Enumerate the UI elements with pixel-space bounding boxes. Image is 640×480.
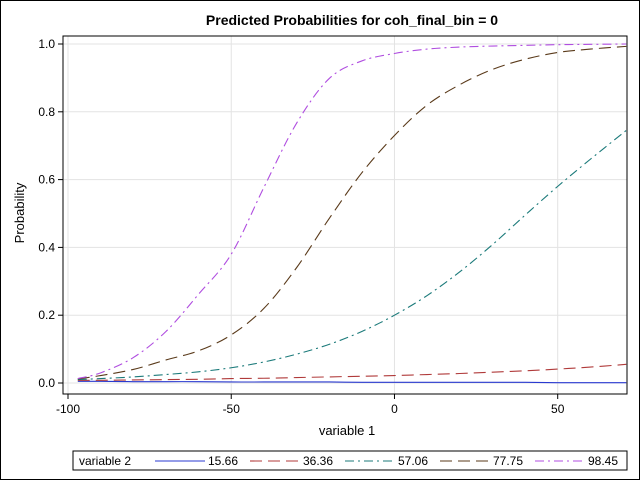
chart-title: Predicted Probabilities for coh_final_bi… [206, 12, 498, 28]
y-tick-label: 0.8 [38, 105, 55, 119]
y-axis: 0.0 0.2 0.4 0.6 0.8 1.0 [38, 37, 63, 390]
y-tick-label: 0.2 [38, 308, 55, 322]
plot-area [62, 35, 628, 395]
y-tick-label: 1.0 [38, 37, 55, 51]
legend-items: 15.66 36.36 57.06 77.75 98.45 [155, 454, 618, 468]
series-line-3 [77, 130, 627, 381]
legend: variable 2 15.66 36.36 57.06 77.75 98.45 [72, 450, 628, 471]
series-line-1 [77, 380, 627, 384]
legend-label: 77.75 [493, 454, 523, 468]
series-lines [77, 43, 627, 384]
series-line-2 [77, 363, 627, 381]
x-axis: -100 -50 0 50 [56, 394, 565, 416]
y-tick-label: 0.6 [38, 173, 55, 187]
x-axis-label: variable 1 [319, 423, 375, 438]
legend-label: 36.36 [303, 454, 333, 468]
legend-label: 57.06 [398, 454, 428, 468]
y-axis-label: Probability [12, 182, 27, 243]
legend-label: 15.66 [208, 454, 238, 468]
x-tick-label: -100 [56, 402, 80, 416]
series-line-4 [77, 45, 627, 380]
y-tick-label: 0.4 [38, 240, 55, 254]
x-tick-label: -50 [223, 402, 241, 416]
x-tick-label: 0 [391, 402, 398, 416]
x-tick-label: 50 [551, 402, 565, 416]
legend-label: 98.45 [588, 454, 618, 468]
y-tick-label: 0.0 [38, 376, 55, 390]
grid [63, 36, 627, 394]
series-line-5 [77, 43, 627, 380]
legend-title: variable 2 [79, 454, 131, 468]
